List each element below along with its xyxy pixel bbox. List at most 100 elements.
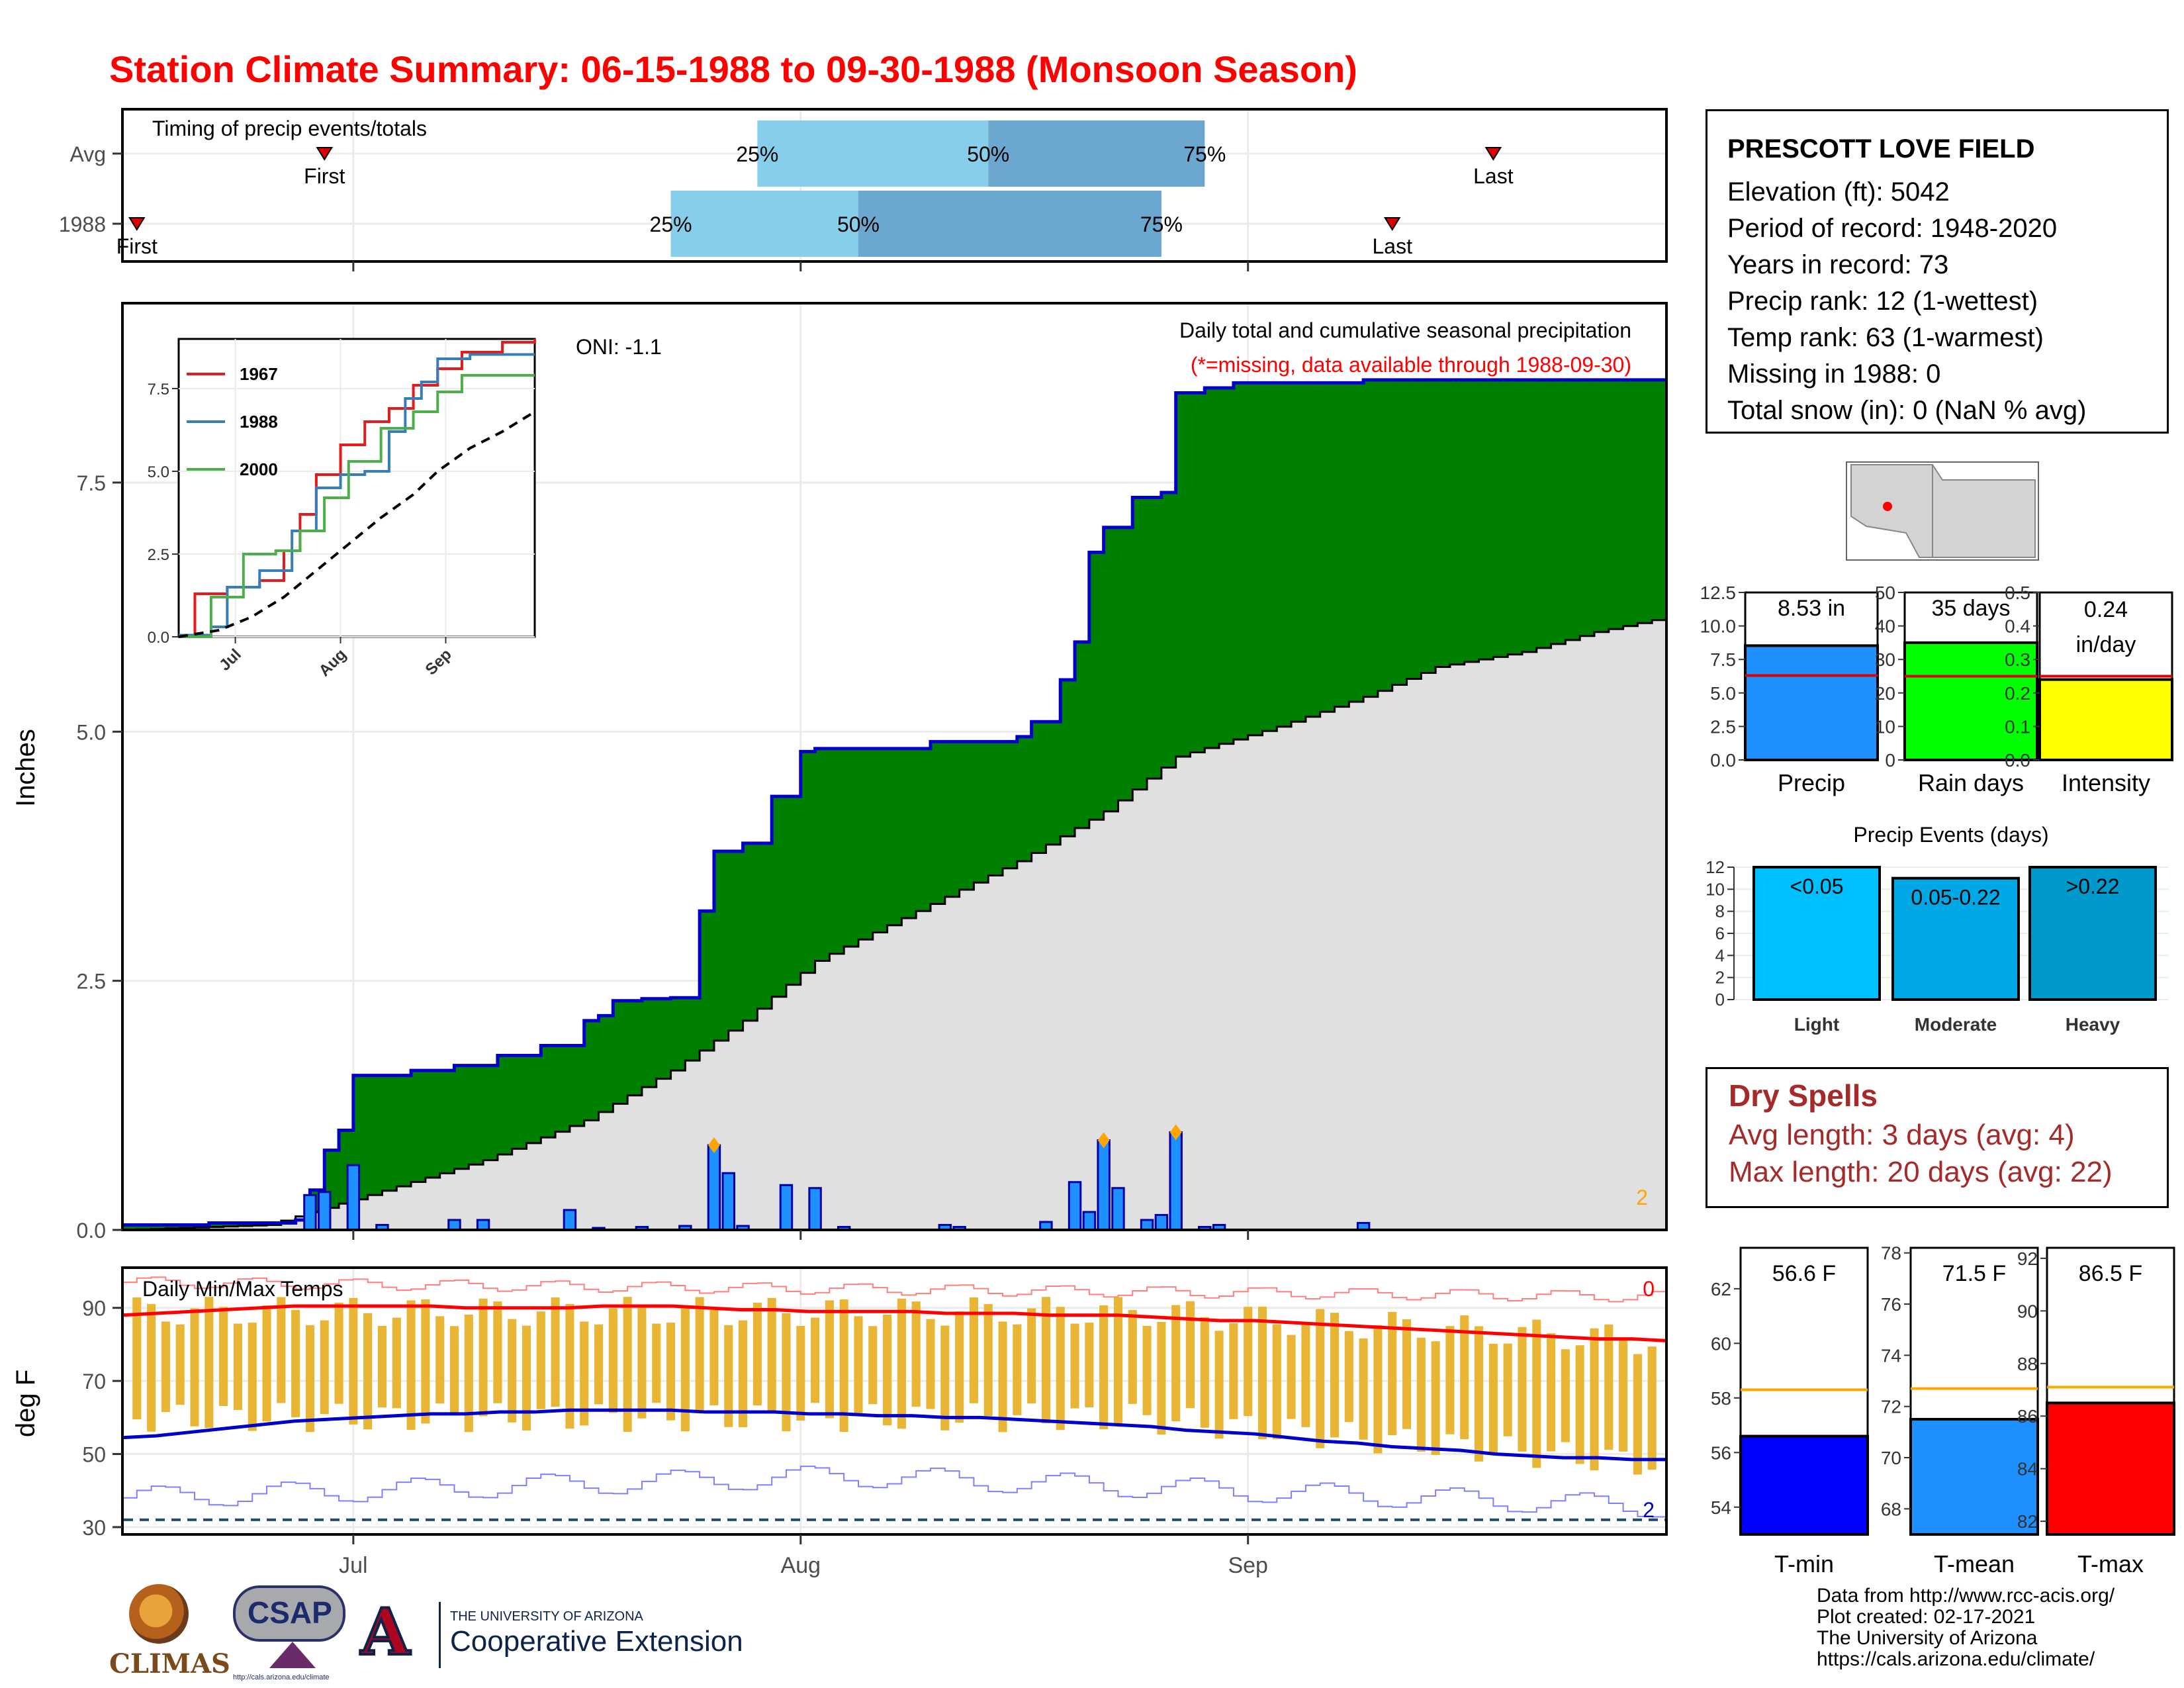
station-name: PRESCOTT LOVE FIELD: [1727, 134, 2035, 164]
inset-ytick-label-0: 0.0: [148, 629, 169, 647]
timing-q1-box-1: [670, 191, 858, 257]
precip-ytick-label-3: 7.5: [77, 471, 106, 495]
precip-ytick-label-1: 2.5: [77, 970, 106, 994]
tbar-2-tick-label: 90: [2017, 1301, 2038, 1321]
mini-2-tick-label: 0.0: [2005, 750, 2030, 771]
station-elevation: Elevation (ft): 5042: [1727, 177, 1950, 207]
daily-temp-bar: [767, 1297, 776, 1411]
daily-temp-bar: [147, 1303, 156, 1432]
tbar-0-tick-label: 54: [1711, 1497, 1731, 1518]
temp-ytick-label-1: 50: [82, 1443, 106, 1467]
station-missing: Missing in 1988: 0: [1727, 359, 1941, 389]
temp-panel-frame: [121, 1266, 1668, 1536]
timing-q1-box-0: [757, 120, 989, 187]
precip-average-line: [122, 617, 1668, 1231]
csap-mountain-icon: [269, 1642, 316, 1668]
mini-2-tick-label: 0.3: [2005, 649, 2030, 670]
daily-temp-bar: [695, 1297, 704, 1411]
daily-temp-bar: [1460, 1315, 1469, 1440]
tbar-1-tick-label: 76: [1881, 1294, 1901, 1315]
daily-temp-bar: [1272, 1324, 1281, 1440]
footer-created: Plot created: 02-17-2021: [1817, 1606, 2036, 1628]
mini-0-tick-label: 2.5: [1710, 716, 1736, 737]
daily-temp-bar: [305, 1325, 314, 1432]
precip-average-area: [122, 617, 1666, 1230]
tbar-2-value: 86.5 F: [2079, 1261, 2142, 1286]
inset-ytick-label-1: 2.5: [148, 546, 169, 564]
inset-series-line-1: [179, 353, 535, 637]
daily-temp-bar: [1171, 1305, 1181, 1421]
daily-temp-bar: [608, 1308, 617, 1413]
daily-temp-bar: [883, 1314, 892, 1426]
inset-legend-label-0: 1967: [240, 364, 278, 384]
daily-temp-bar: [493, 1301, 502, 1403]
temp-ytick-label-3: 90: [82, 1297, 106, 1321]
temp-ylabel: deg F: [11, 1370, 40, 1437]
tbar-2-tick-label: 92: [2017, 1248, 2038, 1269]
daily-temp-bar: [1344, 1331, 1353, 1423]
daily-temp-bar: [796, 1326, 805, 1421]
daily-precip-bar: [563, 1209, 577, 1231]
daily-temp-bar: [739, 1320, 748, 1428]
events-tick-label: 2: [1715, 968, 1725, 988]
temp-panel-label: Daily Min/Max Temps: [142, 1277, 343, 1301]
daily-temp-bar: [132, 1297, 142, 1420]
daily-temp-bar: [320, 1320, 329, 1415]
timing-first-marker-0: [316, 147, 334, 161]
daily-precip-bar: [1154, 1213, 1169, 1231]
ua-divider: [439, 1602, 441, 1668]
temp-ytick-label-0: 30: [82, 1516, 106, 1540]
daily-temp-bar: [1200, 1317, 1209, 1428]
temp-ytick-label-2: 70: [82, 1370, 106, 1393]
daily-precip-bar: [707, 1144, 721, 1231]
daily-precip-bar: [303, 1194, 317, 1231]
timing-q2-box-1: [858, 191, 1161, 257]
mini-1-label: Rain days: [1918, 769, 2024, 796]
daily-temp-bar: [175, 1324, 185, 1405]
tbar-1-bar: [1909, 1418, 2039, 1536]
daily-temp-bar: [1359, 1338, 1368, 1440]
timing-last-marker-1: [1383, 217, 1401, 231]
events-tick-label: 12: [1706, 857, 1725, 877]
daily-temp-bar: [1301, 1324, 1310, 1427]
tbar-0-tick-label: 60: [1711, 1333, 1731, 1354]
timing-q75-label-1: 75%: [1140, 212, 1183, 236]
mini-1-tick-label: 0: [1885, 750, 1895, 771]
daily-temp-bar: [291, 1309, 300, 1417]
daily-temp-bar: [955, 1311, 964, 1423]
daily-precip-bar: [1082, 1211, 1097, 1231]
tbar-2-bar: [2046, 1401, 2175, 1536]
daily-temp-bar: [1113, 1297, 1122, 1425]
mini-1-tick-label: 10: [1875, 716, 1895, 737]
precip-subheading: (*=missing, data available through 1988-…: [1191, 353, 1631, 377]
daily-temp-bar: [1099, 1305, 1109, 1430]
temp-avg-max-line: [122, 1304, 1667, 1342]
ua-big-name: Cooperative Extension: [450, 1625, 743, 1658]
mini-0-tick-label: 7.5: [1710, 649, 1736, 670]
daily-temp-bar: [1488, 1343, 1498, 1454]
region-map-area: [1850, 464, 2036, 558]
daily-temp-bar: [508, 1319, 517, 1423]
precip-cumulative-line: [122, 378, 1666, 1227]
mini-0-label: Precip: [1778, 769, 1845, 796]
mini-1-tick-label: 40: [1875, 616, 1895, 637]
precip-ytick-label-2: 5.0: [77, 720, 106, 744]
tbar-1-tick-label: 68: [1881, 1499, 1901, 1519]
events-tick-label: 0: [1715, 990, 1725, 1009]
events-bar-label-2: Heavy: [2066, 1014, 2120, 1035]
daily-temp-bar: [1128, 1309, 1137, 1404]
ua-small-name: THE UNIVERSITY OF ARIZONA: [450, 1609, 643, 1624]
inset-frame: [177, 338, 536, 638]
daily-temp-bar: [594, 1324, 604, 1405]
daily-temp-bar: [1316, 1309, 1325, 1448]
precip-missing-count: 2: [1636, 1186, 1648, 1209]
timing-row-label-0: Avg: [69, 142, 106, 166]
tbar-1-tick-label: 70: [1881, 1448, 1901, 1468]
station-precip-rank: Precip rank: 12 (1-wettest): [1727, 287, 2038, 316]
mini-2-tick-label: 0.1: [2005, 716, 2030, 737]
daily-temp-bar: [161, 1321, 170, 1412]
mini-2-bar: [2038, 678, 2173, 762]
daily-temp-bar: [1070, 1323, 1079, 1409]
daily-precip-max-marker: [707, 1137, 720, 1154]
events-bar-range-0: <0.05: [1790, 874, 1844, 898]
